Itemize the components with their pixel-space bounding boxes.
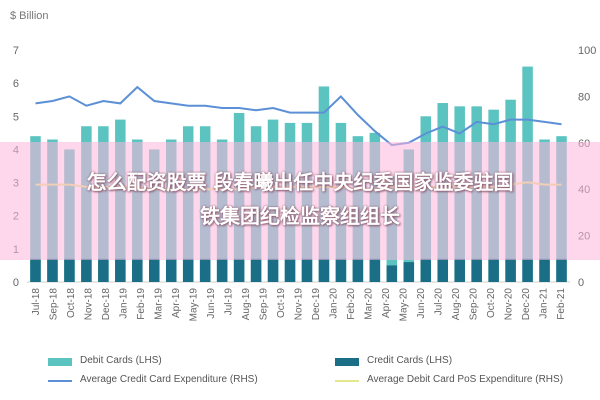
credit-card-bar (386, 265, 398, 282)
credit-card-bar (233, 258, 245, 282)
credit-card-bar (250, 258, 262, 282)
overlay-headline-line-1: 怎么配资股票 段春曦出任中央纪委国家监委驻国 (86, 170, 514, 194)
y-right-tick-label: 100 (578, 45, 596, 57)
x-tick-label: Feb-19 (136, 288, 147, 320)
x-tick-label: Nov-20 (504, 288, 515, 321)
x-tick-label: Jul-19 (223, 288, 234, 316)
y-left-tick-label: 7 (13, 45, 19, 57)
credit-card-bar (556, 258, 567, 282)
y-left-tick-label: 5 (13, 111, 19, 123)
x-tick-label: Apr-20 (381, 288, 392, 318)
credit-card-bar (182, 258, 194, 282)
x-tick-label: Sep-20 (469, 288, 480, 321)
legend-swatch (48, 380, 72, 382)
credit-card-bar (216, 258, 228, 282)
credit-card-bar (403, 262, 415, 282)
credit-card-bar (81, 258, 92, 282)
x-tick-label: Jul-18 (31, 288, 42, 316)
x-tick-label: Aug-19 (241, 288, 252, 321)
legend-label: Credit Cards (LHS) (367, 355, 453, 366)
x-tick-label: Oct-18 (66, 288, 77, 318)
credit-card-bar (165, 258, 177, 282)
x-tick-label: Jun-20 (416, 288, 427, 319)
credit-card-bar (488, 258, 499, 282)
x-tick-label: Dec-19 (311, 288, 322, 321)
x-tick-label: Jan-21 (539, 288, 550, 319)
credit-card-bar (115, 258, 126, 282)
legend-label: Average Debit Card PoS Expenditure (RHS) (367, 374, 564, 385)
credit-card-bar (318, 258, 330, 282)
x-tick-label: Apr-19 (171, 288, 182, 318)
credit-card-bar (47, 258, 58, 282)
y-right-tick-label: 0 (578, 277, 584, 289)
x-tick-label: Dec-18 (101, 288, 112, 321)
credit-card-bar (522, 258, 533, 282)
x-tick-label: Feb-21 (556, 288, 567, 320)
x-tick-label: May-20 (399, 288, 410, 322)
credit-card-bar (301, 258, 313, 282)
credit-card-bar (98, 258, 109, 282)
watermark-overlay-band (0, 142, 600, 260)
y-left-tick-label: 6 (13, 78, 19, 90)
credit-card-bar (471, 258, 482, 282)
y-axis-unit-label: $ Billion (10, 10, 49, 22)
x-tick-label: Jan-20 (329, 288, 340, 319)
x-tick-label: Aug-20 (451, 288, 462, 321)
credit-card-bar (149, 258, 160, 282)
x-tick-label: Dec-20 (521, 288, 532, 321)
credit-card-bar (454, 258, 465, 282)
avg-credit-expenditure-line (35, 85, 562, 147)
credit-card-bar (132, 258, 143, 282)
x-tick-label: Nov-19 (294, 288, 305, 321)
x-tick-label: Jun-19 (206, 288, 217, 319)
x-tick-label: May-19 (188, 288, 199, 322)
credit-card-bar (267, 258, 279, 282)
credit-card-bar (284, 258, 296, 282)
credit-card-bar (539, 258, 550, 282)
x-tick-label: Nov-18 (83, 288, 94, 321)
y-left-tick-label: 0 (13, 277, 19, 289)
x-tick-label: Oct-19 (276, 288, 287, 318)
y-right-tick-label: 80 (578, 91, 590, 103)
overlay-headline-line-2: 铁集团纪检监察组组长 (200, 204, 400, 228)
x-tick-label: Oct-20 (486, 288, 497, 318)
x-tick-label: Jul-20 (434, 288, 445, 316)
x-tick-label: Feb-20 (346, 288, 357, 320)
credit-card-bar (64, 258, 75, 282)
credit-card-bar (369, 258, 381, 282)
legend-swatch (335, 380, 359, 382)
credit-card-bar (352, 258, 364, 282)
legend-label: Debit Cards (LHS) (80, 355, 162, 366)
credit-card-bar (30, 258, 41, 282)
credit-card-bar (199, 258, 211, 282)
x-tick-label: Sep-18 (48, 288, 59, 321)
legend-swatch (48, 358, 72, 366)
legend-swatch (335, 358, 359, 366)
credit-card-bar (505, 258, 516, 282)
credit-card-bar (335, 258, 347, 282)
credit-card-bar (437, 258, 448, 282)
x-tick-label: Sep-19 (258, 288, 269, 321)
x-tick-label: Mar-20 (364, 288, 375, 320)
credit-card-bar (420, 258, 432, 282)
x-tick-label: Mar-19 (153, 288, 164, 320)
x-tick-label: Jan-19 (118, 288, 129, 319)
legend-label: Average Credit Card Expenditure (RHS) (80, 374, 258, 385)
